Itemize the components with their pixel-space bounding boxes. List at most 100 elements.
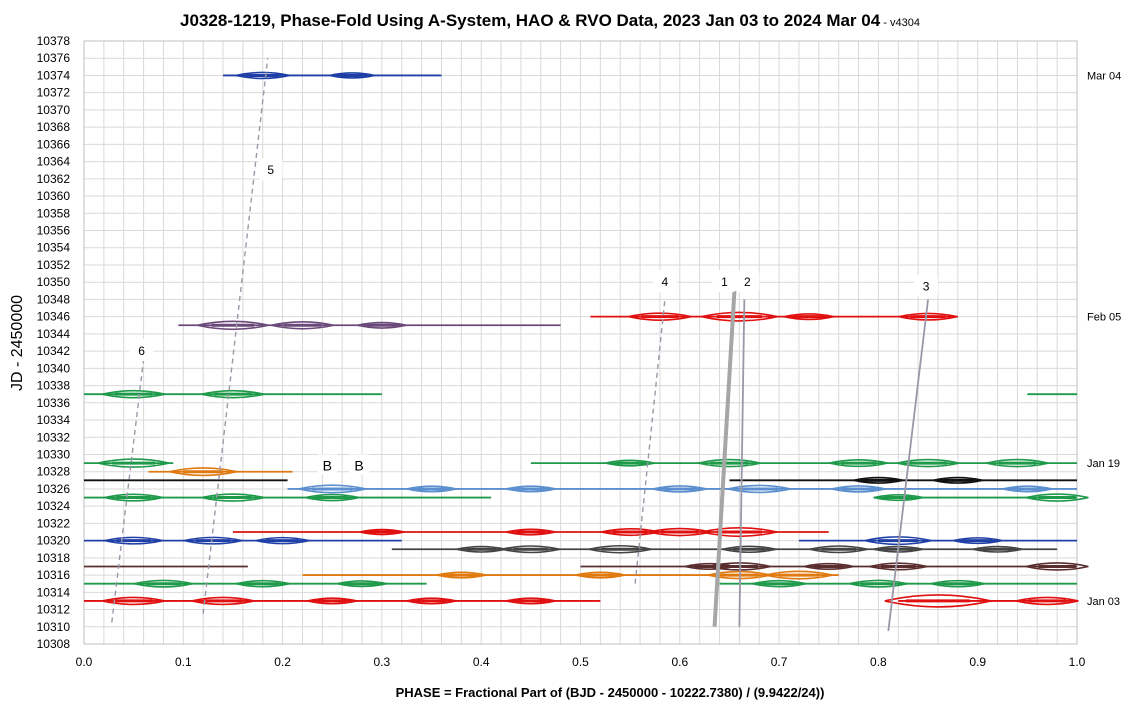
trend-label-bg	[735, 270, 760, 293]
series-bump	[329, 72, 375, 79]
series-bump	[701, 527, 778, 538]
x-tick-label: 0.8	[870, 655, 887, 669]
series-segment	[302, 570, 839, 580]
series-bump	[701, 311, 778, 322]
series-segment	[148, 467, 293, 477]
x-tick-label: 0.0	[76, 655, 93, 669]
y-tick-label: 10360	[37, 189, 71, 203]
series-bump	[708, 562, 771, 571]
date-label: Mar 04	[1087, 70, 1121, 82]
y-tick-label: 10330	[37, 447, 71, 461]
annotation-bg	[317, 454, 338, 475]
series-segment	[84, 594, 1079, 608]
series-bump	[952, 537, 1003, 545]
y-axis-ticks: 10308 10310 10312 10314 10316 10318 10320 10322…	[37, 34, 71, 651]
series-segment	[232, 527, 829, 538]
series-segment	[287, 484, 1077, 494]
y-tick-label: 10310	[37, 620, 71, 634]
x-axis-ticks: 0.0 0.1 0.2 0.3 0.4 0.5 0.6 0.7 0.8 0.9 1.0	[76, 655, 1086, 669]
y-tick-label: 10314	[37, 585, 71, 599]
series-bump	[298, 484, 366, 494]
trend-label-bg	[129, 339, 154, 362]
series-bump	[849, 579, 908, 588]
trend-label-bg	[652, 270, 677, 293]
y-tick-label: 10362	[37, 172, 71, 186]
series-bump	[102, 596, 166, 606]
x-tick-label: 1.0	[1069, 655, 1086, 669]
series-bump	[698, 458, 761, 468]
series-bump	[201, 493, 265, 502]
trend-line-2	[738, 299, 746, 627]
x-tick-label: 0.7	[771, 655, 788, 669]
trend-label-bg	[258, 158, 283, 181]
x-tick-label: 0.9	[969, 655, 986, 669]
y-tick-label: 10308	[37, 637, 71, 651]
trend-label-3: 3	[923, 280, 930, 294]
series-bump	[201, 389, 265, 399]
series-bump	[1002, 485, 1053, 493]
trend-line-5	[202, 58, 269, 614]
series-bump	[853, 476, 904, 484]
y-tick-label: 10338	[37, 379, 71, 393]
y-tick-label: 10346	[37, 310, 71, 324]
series-bump	[235, 579, 290, 588]
series-bump	[873, 545, 924, 553]
series-segment	[84, 493, 1089, 502]
trend-label-6: 6	[138, 344, 145, 358]
series-bump	[784, 313, 834, 321]
y-tick-label: 10358	[37, 206, 71, 220]
trend-line-1	[712, 290, 737, 627]
x-tick-label: 0.2	[274, 655, 291, 669]
series-bump	[456, 545, 506, 553]
y-tick-label: 10316	[37, 568, 71, 582]
series-bump	[809, 545, 868, 554]
series-bump	[169, 467, 237, 477]
chart-title: J0328-1219, Phase-Fold Using A-System, H…	[180, 11, 920, 30]
series-bump	[605, 459, 655, 467]
y-tick-label: 10348	[37, 292, 71, 306]
x-tick-label: 0.3	[374, 655, 391, 669]
series-bump	[869, 562, 928, 571]
series-bump	[896, 458, 960, 468]
y-tick-label: 10376	[37, 51, 71, 65]
y-tick-label: 10312	[37, 603, 71, 617]
trend-label-bg	[712, 270, 737, 293]
series-bump	[506, 597, 556, 605]
y-tick-label: 10370	[37, 103, 71, 117]
series-bump	[359, 528, 405, 536]
y-tick-label: 10322	[37, 516, 71, 530]
series-bump	[104, 493, 163, 502]
series-bump	[652, 485, 707, 493]
y-tick-label: 10326	[37, 482, 71, 496]
x-tick-label: 0.1	[175, 655, 192, 669]
series-bump	[588, 544, 652, 554]
y-tick-label: 10352	[37, 258, 71, 272]
trend-line-3	[887, 299, 929, 632]
y-tick-label: 10328	[37, 465, 71, 479]
date-label: Jan 03	[1087, 596, 1120, 608]
series-segment	[223, 71, 442, 80]
trend-line-4	[634, 299, 666, 584]
series-bump	[831, 485, 886, 493]
y-tick-label: 10372	[37, 86, 71, 100]
x-tick-label: 0.5	[572, 655, 589, 669]
series-segment	[178, 320, 561, 331]
chart-title-suffix: - v4304	[880, 17, 920, 29]
series-bump	[97, 458, 170, 468]
trend-label-1: 1	[721, 275, 728, 289]
series-bump	[873, 494, 924, 502]
series-bump	[357, 321, 407, 329]
series-segment	[84, 476, 1077, 484]
trend-line-6	[111, 359, 145, 623]
series-bump	[1025, 493, 1089, 502]
series-bump	[727, 484, 791, 494]
y-tick-label: 10340	[37, 361, 71, 375]
annotation-label: B	[354, 457, 363, 473]
series-bump	[183, 536, 243, 545]
series-bump	[501, 545, 561, 554]
trend-lines: 5 6 4 1 2 3	[111, 58, 939, 632]
y-tick-label: 10350	[37, 275, 71, 289]
date-label: Jan 19	[1087, 458, 1120, 470]
series-bump	[436, 571, 487, 579]
x-tick-label: 0.6	[671, 655, 688, 669]
